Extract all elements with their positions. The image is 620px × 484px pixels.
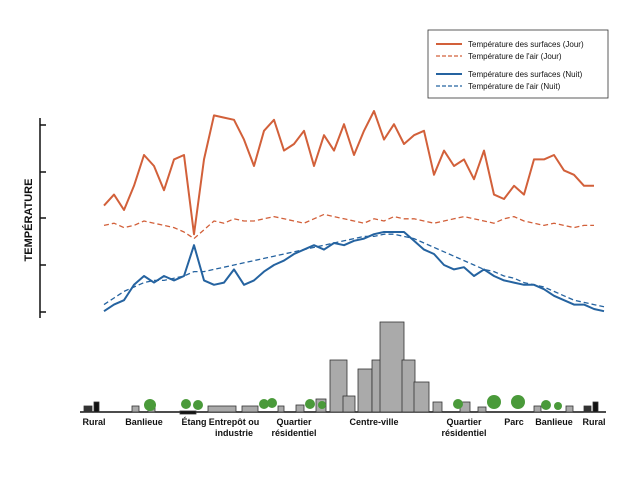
legend-label: Température des surfaces (Jour) [468, 40, 584, 49]
x-category-label: Étang [181, 417, 206, 427]
x-category-label: Centre-ville [349, 417, 398, 427]
line [103, 231, 605, 313]
x-category-label: Rural [582, 417, 605, 427]
x-category-label: Quartier résidentiel [441, 417, 486, 438]
legend-label: Température de l'air (Nuit) [468, 82, 561, 91]
landscape [80, 321, 606, 415]
legend-box [427, 29, 609, 99]
x-category-label: Parc [504, 417, 524, 427]
line [103, 110, 594, 236]
x-category-label: Rural [82, 417, 105, 427]
x-category-label: Banlieue [125, 417, 163, 427]
legend-label: Température des surfaces (Nuit) [468, 70, 583, 79]
y-axis-label: TEMPÉRATURE [22, 179, 35, 262]
line [103, 213, 594, 240]
x-category-label: Banlieue [535, 417, 573, 427]
trees [144, 395, 562, 411]
x-category-label: Quartier résidentiel [271, 417, 316, 438]
x-category-label: Entrepôt ou industrie [209, 417, 260, 438]
y-axis [39, 118, 46, 318]
legend-label: Température de l'air (Jour) [468, 52, 562, 61]
line [103, 233, 605, 308]
